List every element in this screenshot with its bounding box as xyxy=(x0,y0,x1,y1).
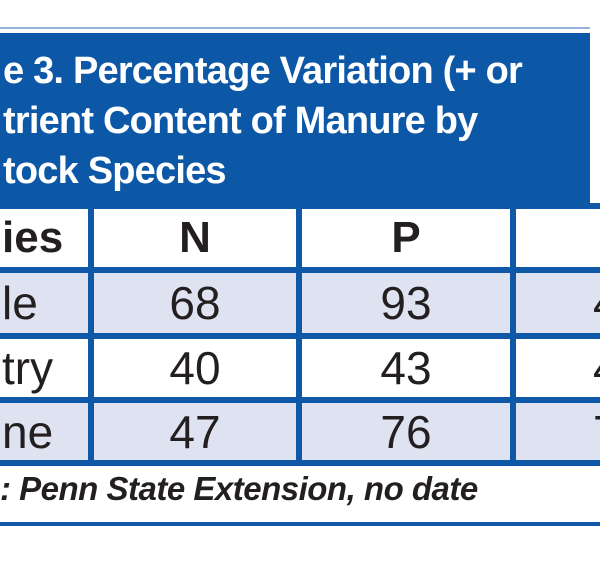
table-title-line-2: trient Content of Manure by xyxy=(3,100,478,142)
n-value-cell-row3: 47 xyxy=(94,403,296,460)
cropped-value-cell-row2: 4 xyxy=(516,339,600,397)
species-cell-row3: ne xyxy=(0,403,88,460)
cropped-column-header xyxy=(516,209,600,267)
table-title-line-3: tock Species xyxy=(3,150,227,192)
p-column-header: P xyxy=(302,209,510,267)
banner-top-edge-line xyxy=(0,27,590,29)
species-header-cell: ies xyxy=(0,209,88,267)
table-title-banner: e 3. Percentage Variation (+ or trient C… xyxy=(0,33,590,203)
bottom-divider-rule xyxy=(0,522,600,526)
p-value-cell-row3: 76 xyxy=(302,403,510,460)
n-value-cell-row1: 68 xyxy=(94,273,296,333)
p-value-cell-row2: 43 xyxy=(302,339,510,397)
nutrient-variation-table: ies N P le 68 93 4 try 40 43 4 ne 47 76 … xyxy=(0,203,600,466)
n-column-header: N xyxy=(94,209,296,267)
table-title-line-1: e 3. Percentage Variation (+ or xyxy=(3,50,523,92)
cropped-value-cell-row3: 7 xyxy=(516,403,600,460)
p-value-cell-row1: 93 xyxy=(302,273,510,333)
species-cell-row1: le xyxy=(0,273,88,333)
source-note: : Penn State Extension, no date xyxy=(0,470,478,507)
n-value-cell-row2: 40 xyxy=(94,339,296,397)
cropped-value-cell-row1: 4 xyxy=(516,273,600,333)
species-cell-row2: try xyxy=(0,339,88,397)
